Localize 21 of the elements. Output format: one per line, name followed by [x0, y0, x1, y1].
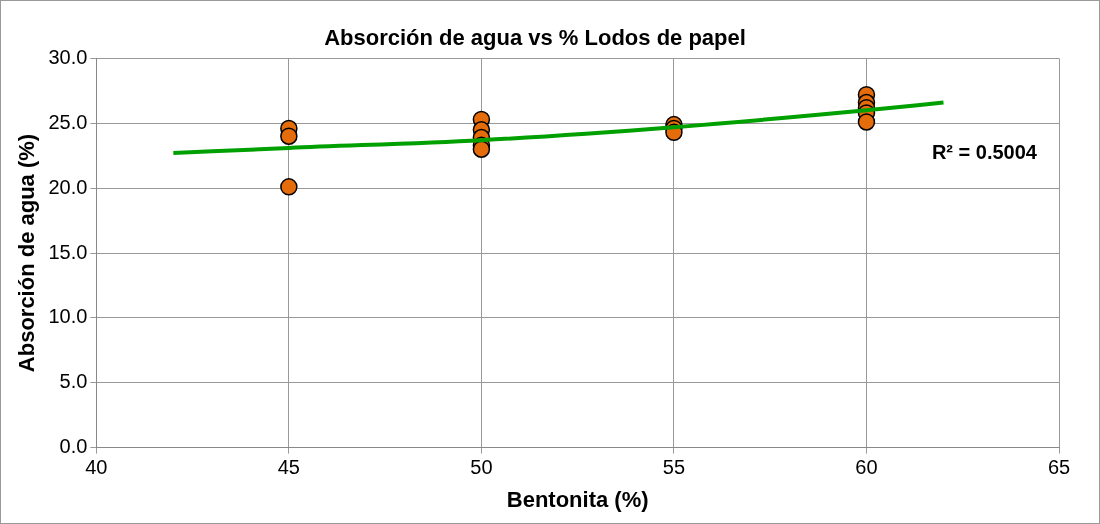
point [472, 140, 491, 158]
y-axis-title: Absorción de agua (%) [14, 133, 40, 373]
x-tick-label: 50 [470, 456, 493, 479]
chart-title: Absorción de agua vs % Lodos de papel [324, 25, 746, 51]
y-tick-label: 5.0 [59, 370, 88, 393]
point [280, 178, 298, 196]
y-tick-label: 30.0 [48, 45, 88, 68]
y-tick-label: 15.0 [48, 240, 88, 263]
x-tick-label: 60 [855, 456, 878, 479]
x-tick-label: 55 [662, 456, 686, 479]
x-tick-label: 45 [277, 456, 300, 479]
annotation: R² = 0.5004 [931, 140, 1038, 163]
x-tick-label: 65 [1047, 456, 1071, 479]
point [857, 113, 876, 131]
x-tick-label: 40 [85, 456, 108, 479]
y-tick-label: 0.0 [59, 435, 88, 458]
y-tick-label: 10.0 [48, 305, 88, 328]
y-tick-label: 25.0 [48, 110, 88, 133]
y-tick-label: 20.0 [48, 175, 88, 198]
x-axis-title: Bentonita (%) [506, 486, 649, 512]
point [280, 127, 298, 145]
